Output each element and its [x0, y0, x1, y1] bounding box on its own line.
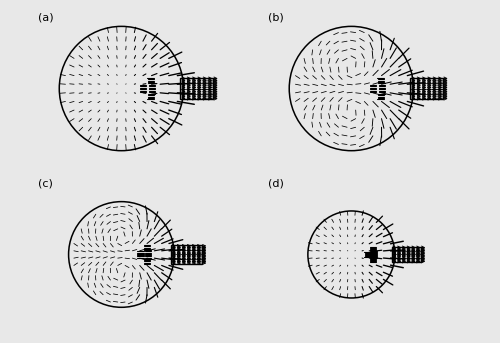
Bar: [171, 245, 202, 264]
Text: (c): (c): [38, 178, 53, 188]
Text: (d): (d): [268, 178, 284, 188]
Text: (a): (a): [38, 12, 54, 22]
Text: (b): (b): [268, 12, 284, 22]
Bar: [180, 78, 213, 99]
Bar: [392, 247, 422, 262]
Bar: [410, 78, 443, 99]
